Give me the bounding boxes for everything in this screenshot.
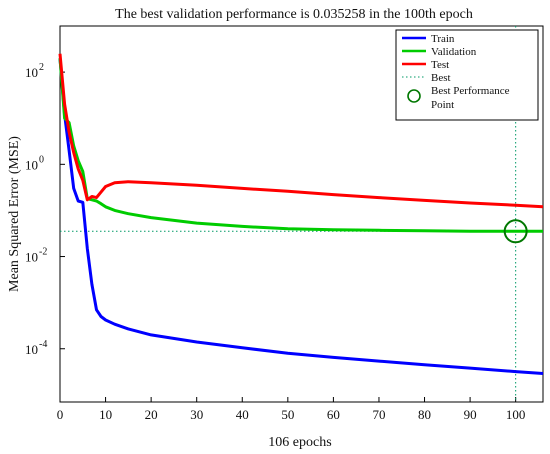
x-tick-label: 10 xyxy=(99,407,112,422)
x-tick-label: 80 xyxy=(418,407,431,422)
chart-title: The best validation performance is 0.035… xyxy=(115,7,473,22)
legend-box xyxy=(395,29,539,121)
y-tick-label: 10 xyxy=(25,157,38,172)
y-tick-label: 10 xyxy=(25,65,38,80)
x-tick-label: 90 xyxy=(464,407,477,422)
x-tick-label: 30 xyxy=(190,407,203,422)
x-tick-label: 60 xyxy=(327,407,340,422)
y-tick-exponent: -2 xyxy=(39,247,47,258)
series-line-train xyxy=(58,58,544,375)
y-tick-label: 10 xyxy=(25,342,38,357)
x-axis: 0 10 20 30 40 50 60 70 80 90 100 xyxy=(57,397,526,422)
x-tick-label: 20 xyxy=(145,407,158,422)
x-tick-label: 50 xyxy=(281,407,294,422)
y-tick-exponent: -4 xyxy=(39,339,47,350)
legend-test-label: Test xyxy=(431,59,449,71)
series-group xyxy=(58,53,544,375)
x-tick-label: 0 xyxy=(57,407,64,422)
legend-best-point-icon xyxy=(407,89,421,103)
best-performance-marker-group xyxy=(503,219,528,244)
best-reference-lines xyxy=(60,26,543,402)
series-line-test xyxy=(58,53,544,209)
legend: Train Validation Test Best Best Performa… xyxy=(395,29,539,121)
x-tick-label: 100 xyxy=(506,407,526,422)
legend-best-point-label-line2: Point xyxy=(431,99,454,111)
y-tick-exponent: 0 xyxy=(39,154,44,165)
best-performance-marker xyxy=(503,219,528,244)
x-tick-label: 40 xyxy=(236,407,249,422)
legend-best-label: Best xyxy=(431,72,451,84)
legend-validation-label: Validation xyxy=(431,46,477,58)
y-axis-label: Mean Squared Error (MSE) xyxy=(7,136,22,292)
series-line-validation xyxy=(58,58,543,233)
legend-train-label: Train xyxy=(431,33,455,45)
x-axis-label: 106 epochs xyxy=(268,435,331,450)
y-tick-exponent: 2 xyxy=(39,62,44,73)
x-tick-label: 70 xyxy=(372,407,385,422)
legend-best-point-label-line1: Best Performance xyxy=(431,85,510,97)
y-tick-label: 10 xyxy=(25,250,38,265)
